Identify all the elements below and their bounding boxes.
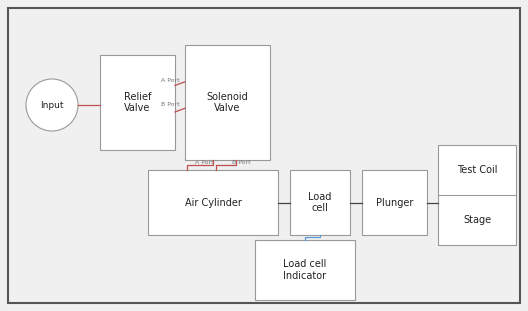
Text: Relief
Valve: Relief Valve	[124, 92, 151, 113]
Text: Input: Input	[40, 100, 64, 109]
Circle shape	[26, 79, 78, 131]
Text: Plunger: Plunger	[376, 197, 413, 207]
FancyBboxPatch shape	[438, 145, 516, 245]
Text: A Port: A Port	[162, 77, 180, 82]
Text: Air Cylinder: Air Cylinder	[185, 197, 241, 207]
Text: B Port: B Port	[162, 103, 180, 108]
Text: Load cell
Indicator: Load cell Indicator	[284, 259, 327, 281]
Text: B Port: B Port	[232, 160, 251, 165]
Text: Stage: Stage	[463, 215, 491, 225]
FancyBboxPatch shape	[290, 170, 350, 235]
FancyBboxPatch shape	[185, 45, 270, 160]
FancyBboxPatch shape	[148, 170, 278, 235]
FancyBboxPatch shape	[362, 170, 427, 235]
FancyBboxPatch shape	[100, 55, 175, 150]
FancyBboxPatch shape	[8, 8, 520, 303]
Text: Load
cell: Load cell	[308, 192, 332, 213]
Text: A Port: A Port	[195, 160, 214, 165]
Text: Solenoid
Valve: Solenoid Valve	[206, 92, 248, 113]
FancyBboxPatch shape	[255, 240, 355, 300]
Text: Test Coil: Test Coil	[457, 165, 497, 175]
